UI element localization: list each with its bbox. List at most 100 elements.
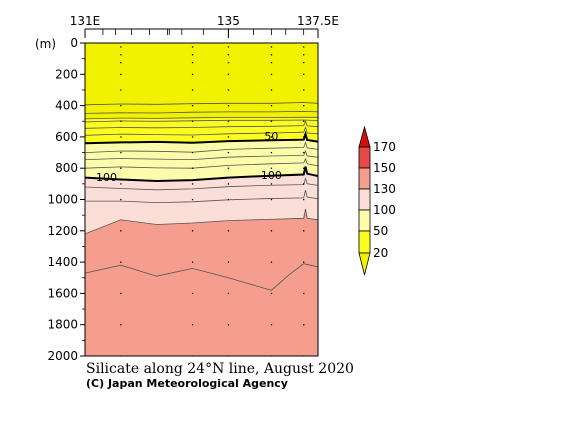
legend-swatch-min	[358, 252, 371, 276]
sample-point	[120, 120, 122, 122]
sample-point	[303, 230, 305, 232]
contour-label: 50	[264, 130, 278, 143]
sample-point	[303, 73, 305, 75]
sample-point	[120, 136, 122, 138]
sample-point	[270, 230, 273, 232]
sample-point	[120, 230, 122, 232]
sample-point	[303, 105, 305, 107]
contour-lines	[85, 102, 318, 291]
sample-point	[270, 167, 273, 169]
sample-point	[270, 136, 273, 138]
sample-point	[227, 183, 230, 185]
sample-point	[227, 46, 230, 48]
sample-point	[120, 54, 122, 56]
sample-point	[191, 261, 194, 263]
chart-credit: (C) Japan Meteorological Agency	[86, 377, 288, 390]
sample-point	[227, 120, 230, 122]
fill-band-4	[85, 208, 318, 356]
y-tick-label: 1000	[47, 193, 78, 207]
sample-point	[191, 167, 194, 169]
sample-point	[120, 292, 122, 295]
sample-point	[120, 167, 122, 169]
sample-point	[303, 136, 305, 138]
sample-point	[303, 292, 305, 295]
sample-point	[227, 261, 230, 263]
contour-line-8	[85, 157, 318, 169]
sample-point	[227, 54, 230, 56]
x-tick-label: 137.5E	[297, 14, 339, 28]
chart-title: Silicate along 24°N line, August 2020	[86, 361, 354, 377]
contour-boundary-2	[85, 130, 318, 145]
sample-point	[270, 73, 273, 75]
legend-swatch-max	[358, 125, 371, 148]
contour-line-9	[85, 177, 318, 191]
legend-swatch	[358, 188, 371, 211]
y-axis-label: (m)	[35, 37, 56, 51]
contour-line-5	[85, 126, 318, 136]
sample-point	[191, 324, 194, 326]
sample-point	[227, 61, 230, 64]
sample-point	[120, 89, 122, 91]
sample-point	[120, 46, 122, 48]
sample-point	[227, 89, 230, 91]
sample-point	[191, 105, 194, 107]
contour-line-10	[85, 190, 318, 204]
sample-point	[191, 292, 194, 295]
y-tick-label: 1800	[47, 318, 78, 332]
color-legend: 170 150 130 100 50 20	[358, 125, 396, 276]
y-tick-label: 0	[70, 36, 78, 50]
sample-point	[191, 54, 194, 56]
sample-point	[227, 230, 230, 232]
sample-point	[227, 324, 230, 326]
y-tick-label: 400	[55, 99, 78, 113]
sample-point	[270, 61, 273, 64]
sample-point	[120, 183, 122, 185]
contour-label: 100	[96, 171, 117, 184]
contour-boundary-1	[85, 116, 318, 120]
sample-point	[303, 198, 305, 201]
sample-points	[120, 46, 305, 356]
contour-label: 100	[261, 169, 282, 182]
sample-point	[303, 167, 305, 169]
sample-point	[227, 292, 230, 295]
contour-labels: 50 100 100	[96, 130, 282, 184]
legend-swatch	[358, 209, 371, 232]
legend-swatch	[358, 167, 371, 190]
x-axis: 131E 135 137.5E	[70, 14, 339, 38]
sample-point	[227, 105, 230, 107]
contour-boundary-3	[85, 166, 318, 183]
contour-line-3	[85, 119, 318, 123]
sample-point	[120, 61, 122, 64]
sample-point	[270, 183, 273, 185]
sample-point	[227, 198, 230, 201]
x-tick-label: 131E	[70, 14, 101, 28]
contour-line-2	[85, 110, 318, 114]
y-tick-label: 200	[55, 67, 78, 81]
sample-point	[270, 89, 273, 91]
sample-point	[191, 136, 194, 138]
contour-line-7	[85, 149, 318, 161]
sample-point	[303, 261, 305, 263]
sample-point	[303, 46, 305, 48]
contour-line-6	[85, 141, 318, 153]
y-tick-label: 600	[55, 130, 78, 144]
sample-point	[303, 120, 305, 122]
sample-point	[120, 105, 122, 107]
sample-point	[303, 89, 305, 91]
sample-point	[191, 73, 194, 75]
sample-point	[270, 198, 273, 201]
contour-boundary-4	[85, 208, 318, 235]
sample-point	[270, 151, 273, 154]
sample-point	[270, 292, 273, 295]
y-axis: 0 200 400 600 800 1000 1200 1400 1600 1800 2000	[47, 36, 85, 363]
sample-point	[303, 324, 305, 326]
sample-point	[227, 167, 230, 169]
sample-point	[120, 151, 122, 154]
sample-point	[270, 324, 273, 326]
sample-point	[191, 183, 194, 185]
sample-point	[191, 46, 194, 48]
sample-point	[303, 151, 305, 154]
sample-point	[303, 54, 305, 56]
x-tick-label: 135	[217, 14, 240, 28]
sample-point	[191, 230, 194, 232]
